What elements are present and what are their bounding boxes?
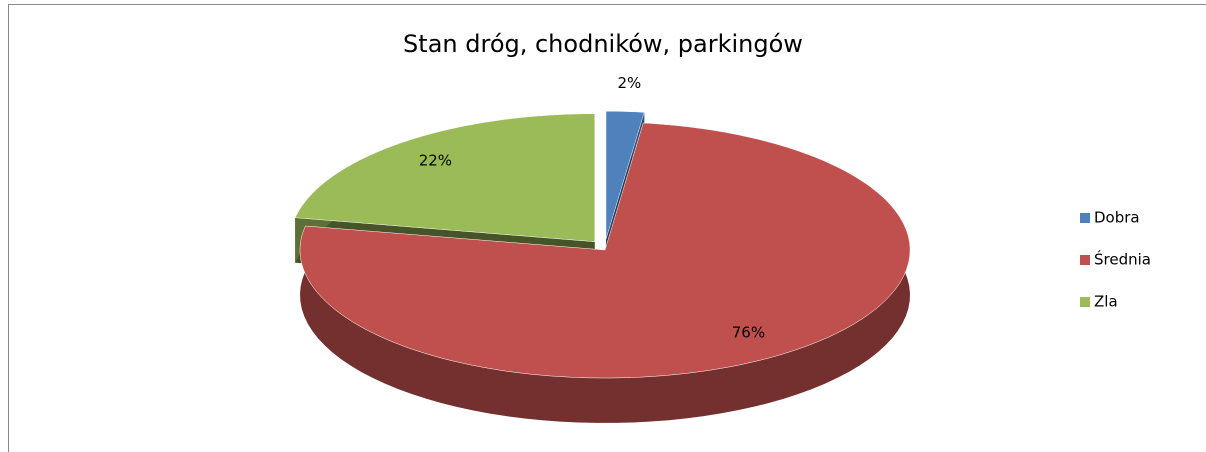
pie-slice	[299, 122, 911, 379]
slice-label: 76%	[732, 323, 765, 341]
slice-label: 22%	[419, 151, 452, 169]
chart-title: Stan dróg, chodników, parkingów	[403, 30, 803, 58]
legend-label: Dobra	[1094, 209, 1140, 227]
pie-slice	[294, 113, 596, 242]
legend-label: Średnia	[1094, 250, 1151, 269]
legend-swatch	[1080, 297, 1090, 307]
slice-label: 2%	[617, 74, 641, 92]
legend-swatch	[1080, 213, 1090, 223]
legend-label: Zla	[1094, 293, 1118, 311]
pie-slice	[605, 111, 645, 240]
legend-swatch	[1080, 255, 1090, 265]
